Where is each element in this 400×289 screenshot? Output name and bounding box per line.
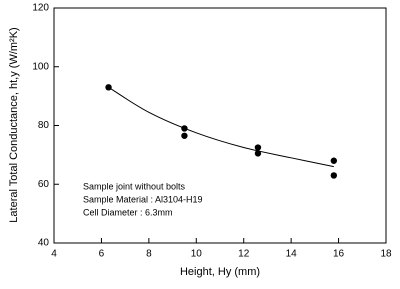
annotation: Cell Diameter : 6.3mm bbox=[83, 207, 173, 217]
x-tick-label: 10 bbox=[191, 249, 203, 260]
x-tick-label: 12 bbox=[238, 249, 250, 260]
annotation: Sample joint without bolts bbox=[83, 181, 186, 191]
data-point bbox=[254, 150, 262, 157]
x-tick-label: 16 bbox=[333, 249, 345, 260]
data-point bbox=[254, 144, 262, 151]
fit-curve bbox=[108, 86, 334, 168]
x-tick-label: 18 bbox=[380, 249, 392, 260]
y-tick-label: 120 bbox=[32, 3, 49, 14]
x-tick-label: 4 bbox=[51, 249, 57, 260]
x-tick-label: 8 bbox=[146, 249, 152, 260]
x-tick-label: 6 bbox=[99, 249, 105, 260]
y-tick-label: 80 bbox=[38, 120, 50, 131]
y-tick-label: 100 bbox=[32, 61, 49, 72]
x-axis-label: Height, Hy (mm) bbox=[180, 266, 260, 278]
y-axis-label: Lateral Total Conductance, ht,y (W/m²K) bbox=[8, 27, 20, 222]
data-point bbox=[330, 157, 338, 164]
annotation: Sample Material : Al3104-H19 bbox=[83, 194, 203, 204]
data-point bbox=[330, 172, 338, 179]
y-tick-label: 60 bbox=[38, 179, 50, 190]
x-tick-label: 14 bbox=[286, 249, 298, 260]
data-point bbox=[181, 132, 188, 139]
y-tick-label: 40 bbox=[38, 238, 50, 249]
